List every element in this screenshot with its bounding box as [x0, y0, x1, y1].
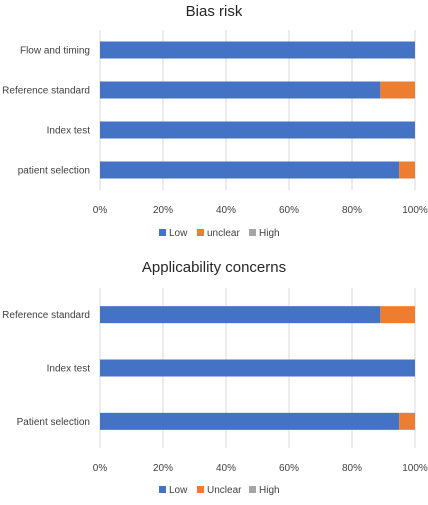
bar-segment [399, 161, 415, 179]
chart-applicability: Applicability concerns 0% 20% 40% 60% 80% 100%… [2, 259, 428, 496]
bar-segment [100, 359, 415, 377]
x-tick-label: 80% [342, 205, 362, 216]
chart-title: Applicability concerns [142, 259, 286, 276]
bar-segment [100, 306, 381, 324]
bar-segment [380, 306, 415, 324]
category-label: Index test [47, 364, 91, 375]
category-label: Reference standard [2, 310, 90, 321]
legend: Low Unclear High [159, 485, 280, 496]
category-label: Patient selection [17, 417, 90, 428]
legend-label: High [259, 228, 280, 239]
legend-swatch [197, 229, 204, 236]
x-tick-label: 40% [216, 463, 236, 474]
bar-segment [100, 81, 381, 99]
x-tick-label: 20% [153, 205, 173, 216]
legend-swatch [249, 486, 256, 493]
category-label: Flow and timing [20, 46, 90, 57]
legend-label: unclear [207, 228, 240, 239]
x-tick-label: 80% [342, 463, 362, 474]
x-tick-label: 40% [216, 205, 236, 216]
x-tick-label: 0% [93, 463, 108, 474]
category-label: Reference standard [2, 86, 90, 97]
category-label: patient selection [18, 166, 90, 177]
bar-segment [100, 412, 400, 430]
legend-label: Unclear [207, 485, 242, 496]
x-tick-label: 0% [93, 205, 108, 216]
bar-segment [100, 41, 415, 59]
legend: Low unclear High [159, 228, 280, 239]
chart-bias-risk: Bias risk 0% 20% 40% 60% 80% 100% Flow and timi… [2, 3, 428, 239]
category-label: Index test [47, 126, 91, 137]
x-tick-label: 60% [279, 463, 299, 474]
x-tick-label: 20% [153, 463, 173, 474]
bar-segment [100, 161, 400, 179]
x-tick-label: 60% [279, 205, 299, 216]
legend-label: Low [169, 228, 188, 239]
x-tick-label: 100% [402, 463, 428, 474]
legend-swatch [197, 486, 204, 493]
legend-swatch [249, 229, 256, 236]
x-tick-label: 100% [402, 205, 428, 216]
legend-label: High [259, 485, 280, 496]
legend-swatch [159, 486, 166, 493]
bar-segment [380, 81, 415, 99]
bar-segment [100, 121, 415, 139]
legend-label: Low [169, 485, 188, 496]
chart-title: Bias risk [186, 3, 243, 20]
legend-swatch [159, 229, 166, 236]
bar-segment [399, 412, 415, 430]
